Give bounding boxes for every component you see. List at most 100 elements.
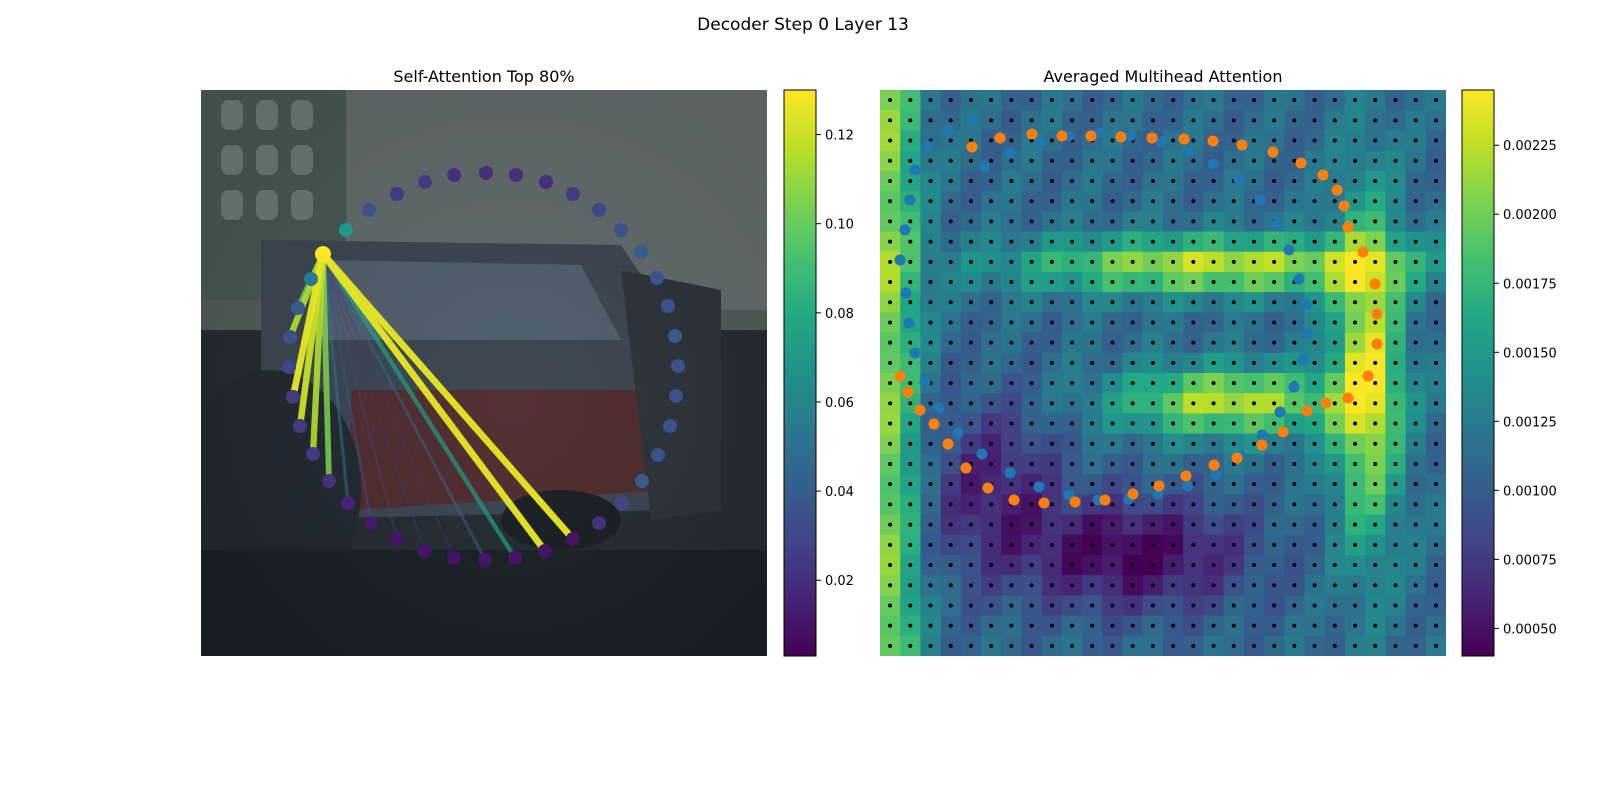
- grid-dot: [888, 563, 893, 568]
- grid-dot: [1231, 401, 1236, 406]
- grid-dot: [1393, 441, 1398, 446]
- grid-dot: [1110, 421, 1115, 426]
- grid-dot: [1191, 381, 1196, 386]
- grid-dot: [1110, 401, 1115, 406]
- orange-point: [1026, 128, 1038, 140]
- grid-dot: [908, 98, 913, 103]
- grid-dot: [908, 340, 913, 345]
- grid-dot: [1029, 522, 1034, 527]
- grid-dot: [1150, 320, 1155, 325]
- grid-dot: [1353, 219, 1358, 224]
- grid-dot: [928, 98, 933, 103]
- grid-dot: [1353, 542, 1358, 547]
- grid-dot: [1292, 118, 1297, 123]
- grid-dot: [1150, 98, 1155, 103]
- grid-dot: [1312, 563, 1317, 568]
- colorbar-tick-label: 0.00100: [1503, 484, 1557, 499]
- grid-dot: [1251, 461, 1256, 466]
- grid-dot: [1231, 340, 1236, 345]
- grid-dot: [1090, 421, 1095, 426]
- grid-dot: [1191, 643, 1196, 648]
- grid-dot: [1231, 522, 1236, 527]
- grid-dot: [1393, 340, 1398, 345]
- grid-dot: [1353, 320, 1358, 325]
- grid-dot: [1110, 199, 1115, 204]
- grid-dot: [1211, 623, 1216, 628]
- grid-dot: [1312, 522, 1317, 527]
- grid-dot: [1090, 158, 1095, 163]
- attention-point: [635, 474, 649, 488]
- attention-point: [614, 223, 628, 237]
- grid-dot: [888, 320, 893, 325]
- grid-dot: [1090, 320, 1095, 325]
- grid-dot: [888, 239, 893, 244]
- grid-dot: [1353, 178, 1358, 183]
- grid-dot: [908, 623, 913, 628]
- grid-dot: [1272, 421, 1277, 426]
- orange-point: [1008, 494, 1020, 506]
- grid-dot: [1332, 461, 1337, 466]
- grid-dot: [1009, 542, 1014, 547]
- blue-point: [909, 164, 921, 176]
- grid-dot: [1272, 502, 1277, 507]
- grid-dot: [1150, 542, 1155, 547]
- grid-dot: [1171, 320, 1176, 325]
- grid-dot: [1231, 199, 1236, 204]
- grid-dot: [888, 178, 893, 183]
- grid-dot: [1009, 300, 1014, 305]
- grid-dot: [1171, 118, 1176, 123]
- grid-dot: [1171, 239, 1176, 244]
- grid-dot: [888, 583, 893, 588]
- grid-dot: [908, 259, 913, 264]
- grid-dot: [908, 603, 913, 608]
- grid-dot: [1272, 320, 1277, 325]
- grid-dot: [1070, 219, 1075, 224]
- grid-dot: [1292, 98, 1297, 103]
- grid-dot: [1171, 583, 1176, 588]
- grid-dot: [1090, 643, 1095, 648]
- grid-dot: [1211, 381, 1216, 386]
- grid-dot: [1231, 158, 1236, 163]
- grid-dot: [1413, 482, 1418, 487]
- grid-dot: [1029, 542, 1034, 547]
- grid-dot: [1332, 583, 1337, 588]
- grid-dot: [1251, 280, 1256, 285]
- attention-point: [539, 175, 553, 189]
- grid-dot: [948, 421, 953, 426]
- attention-point: [615, 496, 629, 510]
- grid-dot: [948, 219, 953, 224]
- grid-dot: [1090, 381, 1095, 386]
- grid-dot: [1009, 401, 1014, 406]
- attention-point: [304, 272, 318, 286]
- orange-point: [1317, 169, 1329, 181]
- grid-dot: [1353, 300, 1358, 305]
- grid-dot: [1251, 98, 1256, 103]
- grid-dot: [968, 381, 973, 386]
- grid-dot: [1211, 340, 1216, 345]
- grid-dot: [1009, 482, 1014, 487]
- grid-dot: [1110, 623, 1115, 628]
- grid-dot: [1373, 643, 1378, 648]
- grid-dot: [928, 340, 933, 345]
- grid-dot: [1049, 603, 1054, 608]
- grid-dot: [1332, 138, 1337, 143]
- attention-point: [447, 168, 461, 182]
- grid-dot: [1211, 502, 1216, 507]
- grid-dot: [1272, 603, 1277, 608]
- grid-dot: [1070, 401, 1075, 406]
- grid-dot: [1413, 603, 1418, 608]
- grid-dot: [1312, 158, 1317, 163]
- grid-dot: [1433, 583, 1438, 588]
- grid-dot: [888, 461, 893, 466]
- grid-dot: [1332, 441, 1337, 446]
- grid-dot: [1150, 522, 1155, 527]
- grid-dot: [888, 421, 893, 426]
- grid-dot: [1272, 563, 1277, 568]
- grid-dot: [1130, 441, 1135, 446]
- blue-point: [1283, 244, 1295, 256]
- grid-dot: [1373, 259, 1378, 264]
- grid-dot: [1029, 502, 1034, 507]
- grid-dot: [1251, 219, 1256, 224]
- grid-dot: [1130, 118, 1135, 123]
- grid-dot: [1211, 482, 1216, 487]
